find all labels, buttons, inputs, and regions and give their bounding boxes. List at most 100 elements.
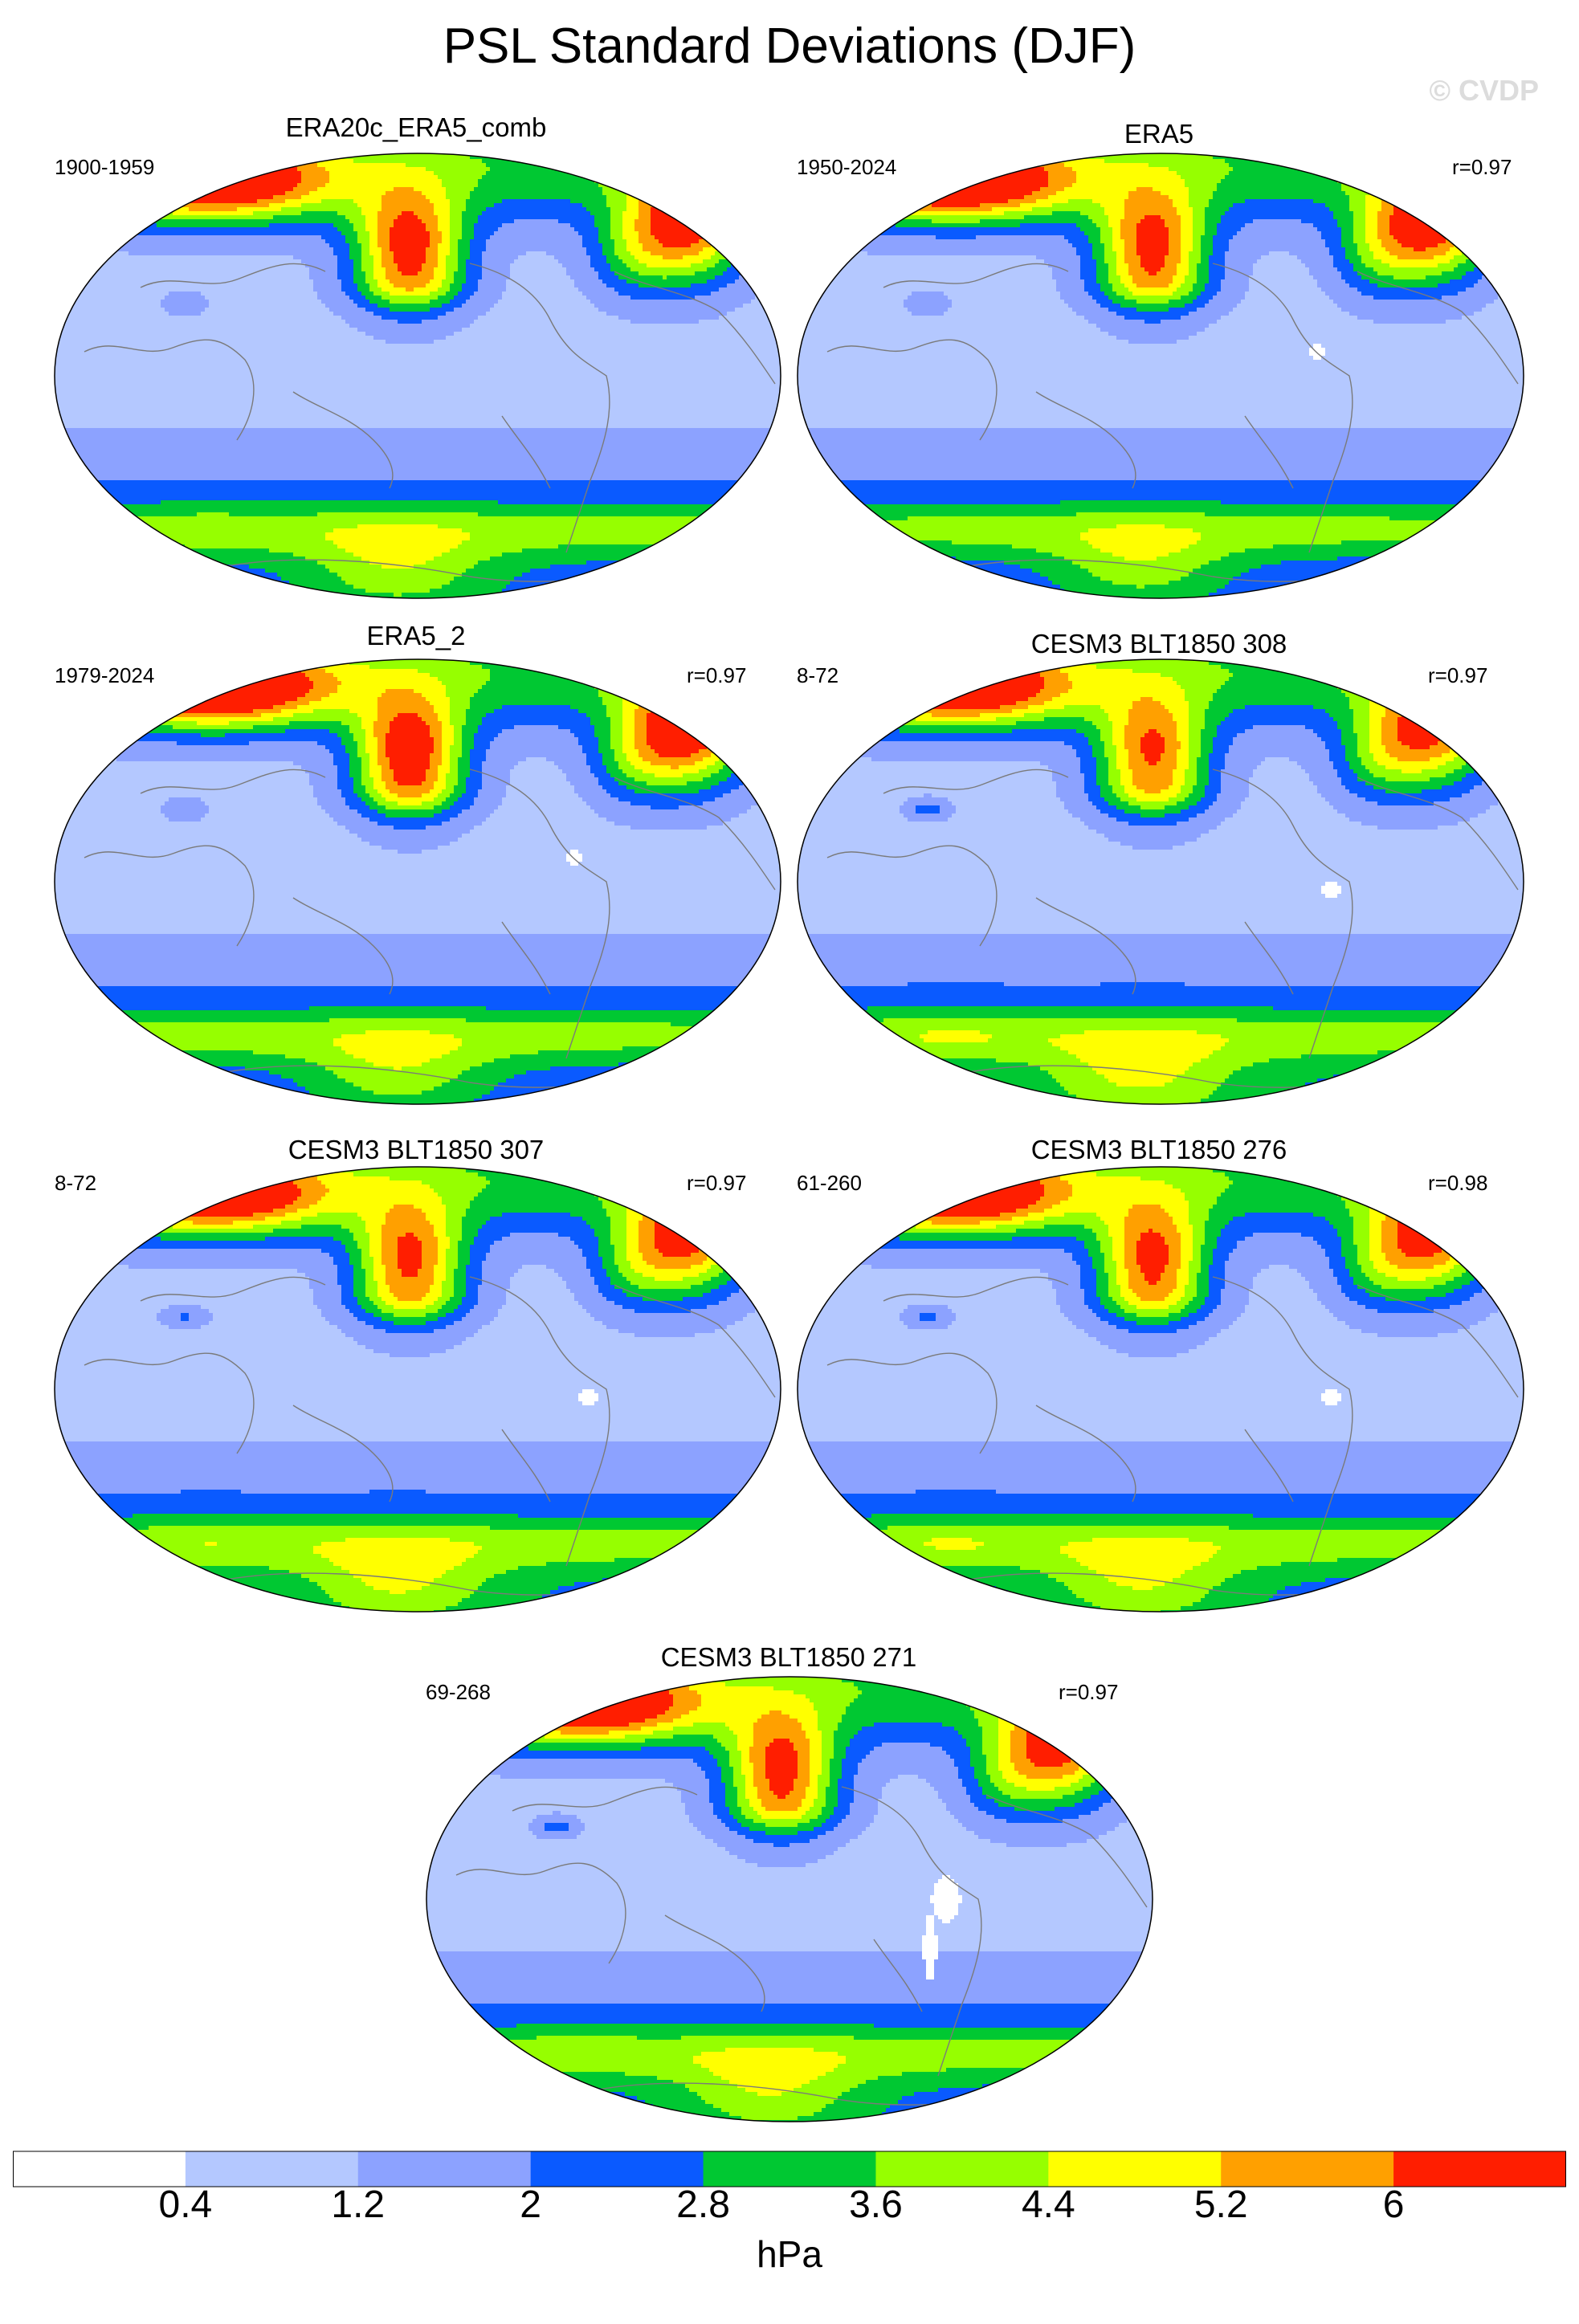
map-border: [54, 1166, 781, 1613]
coastline: [1357, 271, 1519, 385]
colorbar-tick-label: 3.6: [849, 2183, 903, 2226]
contour-band: [578, 1389, 598, 1405]
colorbar-swatch: [357, 2151, 532, 2187]
coastline: [469, 1276, 610, 1567]
coastline: [883, 263, 1069, 288]
panel-year-range: 8-72: [797, 663, 839, 687]
contour-band: [798, 1265, 1524, 1441]
map-panel: [426, 1676, 1153, 2122]
coastline: [469, 769, 610, 1059]
coastline: [985, 1794, 1148, 1908]
panel-title: ERA5: [1124, 119, 1194, 149]
map-border: [54, 153, 781, 599]
coastline: [501, 1429, 551, 1502]
colorbar-swatch: [1393, 2151, 1566, 2187]
colorbar-tick-label: 5.2: [1193, 2183, 1248, 2226]
coastline: [1244, 1429, 1294, 1502]
coastline: [614, 271, 776, 385]
panel-year-range: 61-260: [797, 1171, 862, 1195]
coastline: [292, 1405, 394, 1502]
contour-band: [55, 1265, 781, 1441]
map-panel: [54, 658, 781, 1105]
map-panel: [54, 153, 781, 599]
contour-band: [124, 155, 715, 275]
coastline: [140, 1276, 326, 1302]
coastline: [841, 1786, 982, 2077]
contour-band: [798, 251, 1524, 428]
colorbar-swatch: [13, 2151, 186, 2187]
coastline: [1035, 1405, 1136, 1502]
contour-band: [922, 1875, 962, 1979]
colorbar-tick-label: 6: [1382, 2183, 1405, 2226]
contour-band: [55, 757, 781, 934]
coastline: [469, 263, 610, 553]
panel-correlation: r=0.97: [687, 663, 747, 687]
colorbar-swatch: [530, 2151, 704, 2187]
panel-correlation: r=0.97: [687, 1171, 747, 1195]
map-panel: [54, 1166, 781, 1613]
coastline: [1212, 769, 1353, 1059]
coastline: [1357, 777, 1519, 891]
coastline: [664, 1914, 765, 2012]
coastline: [292, 897, 394, 995]
map-border: [54, 658, 781, 1105]
map-panel: [797, 153, 1524, 599]
coastline: [512, 1786, 698, 1812]
coastline: [501, 415, 551, 489]
coastline: [84, 1352, 255, 1454]
panel-title: CESM3 BLT1850 308: [1030, 629, 1287, 658]
coastline: [826, 845, 998, 947]
coastline: [826, 1352, 998, 1454]
coastline: [1212, 263, 1353, 553]
panel-correlation: r=0.98: [1428, 1171, 1488, 1195]
panel-title: ERA20c_ERA5_comb: [285, 112, 547, 142]
coastline: [501, 921, 551, 995]
panel-year-range: 1900-1959: [55, 155, 155, 179]
colorbar-tick-label: 1.2: [331, 2183, 386, 2226]
coastline: [1244, 415, 1294, 489]
colorbar-tick-label: 2: [520, 2183, 542, 2226]
contour-band: [798, 199, 1524, 598]
coastline: [614, 777, 776, 891]
colorbar-swatch: [1048, 2151, 1222, 2187]
coastline: [84, 339, 255, 441]
coastline: [883, 769, 1069, 794]
coastline: [140, 769, 326, 794]
coastline: [614, 1284, 776, 1398]
map-border: [426, 1676, 1153, 2122]
coastline: [873, 1939, 923, 2012]
watermark: © CVDP: [1429, 74, 1539, 107]
map-panel: [797, 1166, 1524, 1613]
panel-year-range: 69-268: [426, 1680, 491, 1704]
panel-year-range: 1979-2024: [55, 663, 155, 687]
map-panel: [797, 658, 1524, 1105]
panel-correlation: r=0.97: [1452, 155, 1512, 179]
contour-band: [843, 659, 1466, 793]
contour-band: [496, 1678, 1083, 1799]
colorbar-tick-label: 0.4: [158, 2183, 213, 2226]
contour-band: [124, 1168, 711, 1277]
colorbar-units: hPa: [757, 2233, 822, 2275]
contour-band: [867, 661, 1454, 765]
panel-correlation: r=0.97: [1059, 1680, 1119, 1704]
panel-year-range: 8-72: [55, 1171, 97, 1195]
contour-band: [116, 659, 719, 785]
coastline: [455, 1862, 626, 1964]
coastline: [826, 339, 998, 441]
coastline: [1244, 921, 1294, 995]
contour-band: [1321, 1389, 1341, 1405]
coastline: [1035, 391, 1136, 489]
panel-year-range: 1950-2024: [797, 155, 897, 179]
contour-band: [863, 153, 1458, 275]
figure-title: PSL Standard Deviations (DJF): [443, 18, 1136, 74]
colorbar-swatch: [703, 2151, 876, 2187]
coastline: [1035, 897, 1136, 995]
contour-band: [426, 1775, 1153, 1951]
colorbar-swatch: [875, 2151, 1049, 2187]
contour-band: [55, 251, 781, 428]
colorbar-swatch: [1221, 2151, 1394, 2187]
panel-title: ERA5_2: [366, 621, 466, 650]
panel-title: CESM3 BLT1850 276: [1030, 1135, 1287, 1164]
coastline: [883, 1276, 1069, 1302]
